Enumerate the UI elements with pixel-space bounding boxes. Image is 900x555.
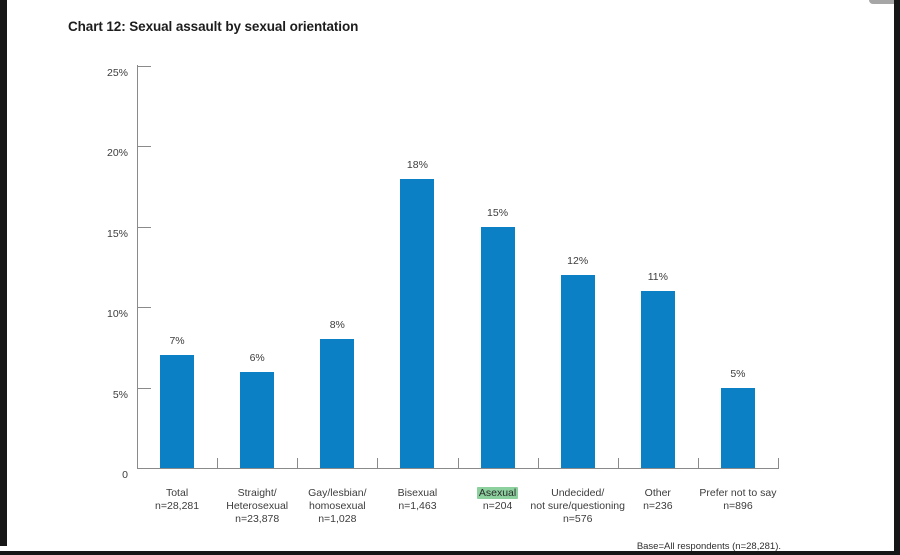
bar-value-label: 5% <box>730 367 746 380</box>
category-label: Prefer not to say n=896 <box>681 487 795 513</box>
category-label-line: n=1,028 <box>318 513 357 525</box>
category-label-line: Straight/ <box>237 487 277 499</box>
y-tick-label: 25% <box>106 67 128 79</box>
category-label-line: not sure/questioning <box>530 500 625 512</box>
x-tick <box>617 458 619 468</box>
bar-value-label: 8% <box>329 319 345 332</box>
window-edge-left <box>0 0 7 546</box>
x-tick <box>377 458 379 468</box>
y-tick <box>137 146 151 148</box>
window-edge-bottom <box>0 551 900 555</box>
y-axis-line <box>137 65 138 468</box>
category-label-line: Undecided/ <box>551 487 605 499</box>
bar-value-label: 15% <box>487 206 509 219</box>
category-label-line: Asexual <box>441 487 555 500</box>
y-tick-label: 10% <box>106 308 128 321</box>
chart-bar <box>720 387 755 468</box>
category-label: Straight/Heterosexual n=23,878 <box>200 487 314 526</box>
bar-value-label: 18% <box>406 158 428 171</box>
base-note: Base=All respondents (n=28,281). <box>636 541 781 552</box>
chart-bar <box>560 275 595 468</box>
chart-bar <box>640 291 675 468</box>
category-label-line: Heterosexual <box>226 500 289 512</box>
x-tick <box>537 458 539 468</box>
category-label-line: n=896 <box>723 500 753 512</box>
category-label: Total n=28,281 <box>120 487 234 513</box>
category-label-line: n=28,281 <box>155 500 200 512</box>
category-label-line: n=236 <box>643 500 673 512</box>
search-highlight: Asexual <box>476 487 519 499</box>
chart-bar <box>160 355 195 468</box>
category-label-line: Total <box>165 487 189 499</box>
category-label-line: Gay/lesbian/ <box>308 487 367 499</box>
x-axis-line <box>137 468 779 469</box>
y-tick <box>137 387 151 389</box>
y-tick-label: 20% <box>106 147 128 160</box>
category-label: Bisexual n=1,463 <box>360 487 474 513</box>
bar-value-label: 7% <box>169 335 185 348</box>
category-label: Undecided/not sure/questioning n=576 <box>521 487 635 526</box>
y-tick <box>137 226 151 228</box>
page-corner-notch <box>869 0 894 4</box>
chart-bar <box>400 178 435 468</box>
bar-value-label: 6% <box>249 351 265 364</box>
y-tick <box>137 307 151 309</box>
x-tick <box>297 458 299 468</box>
window-edge-right <box>894 0 900 555</box>
category-label: Other n=236 <box>601 487 715 513</box>
x-tick <box>457 458 459 468</box>
bar-value-label: 11% <box>647 271 668 284</box>
y-tick <box>137 66 151 67</box>
category-label-line: n=1,463 <box>398 500 437 512</box>
chart-bar <box>480 226 515 468</box>
bar-value-label: 12% <box>567 255 589 268</box>
x-tick <box>697 458 699 468</box>
x-tick <box>778 458 779 468</box>
category-label-line: Prefer not to say <box>699 487 777 499</box>
category-label-line: Bisexual <box>397 487 438 499</box>
category-label-line: n=204 <box>482 500 513 512</box>
category-label-line: n=23,878 <box>235 513 280 525</box>
x-tick <box>217 458 219 468</box>
chart-bar <box>240 371 275 468</box>
y-tick-label: 5% <box>112 388 128 401</box>
y-tick-label: 15% <box>106 227 128 240</box>
category-label: Asexual n=204 <box>441 487 555 513</box>
category-label-line: Other <box>644 487 671 499</box>
category-label: Gay/lesbian/homosexual n=1,028 <box>280 487 394 526</box>
chart-bar <box>320 339 355 468</box>
chart-title: Chart 12: Sexual assault by sexual orien… <box>68 19 359 34</box>
category-label-line: homosexual <box>309 500 366 512</box>
y-tick-label: 0 <box>122 469 128 481</box>
category-label-line: n=576 <box>562 513 593 525</box>
